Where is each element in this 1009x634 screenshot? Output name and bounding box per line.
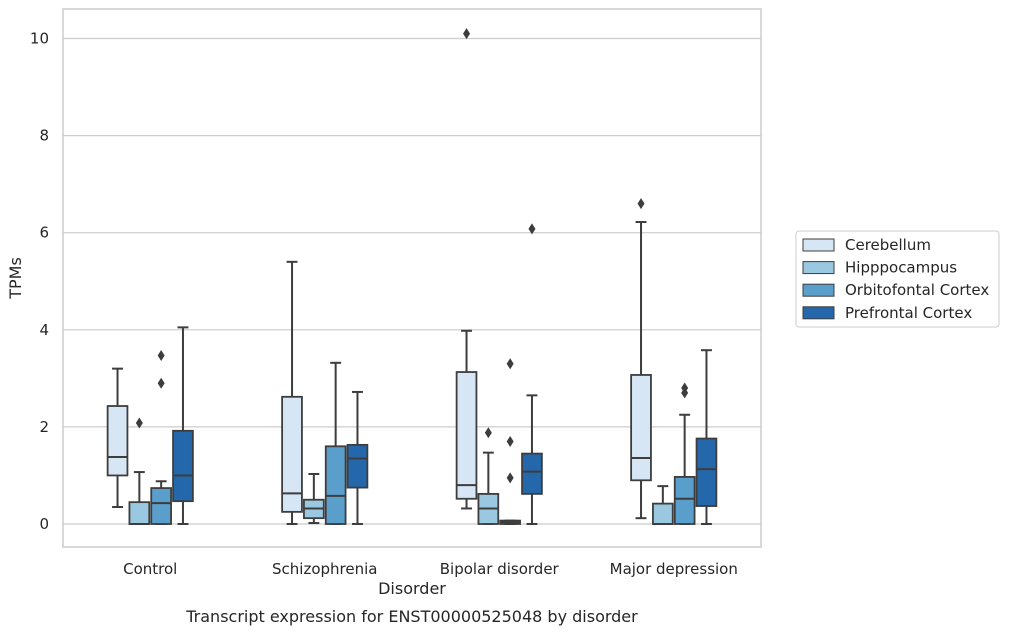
legend: Cerebellum Hipppocampus Orbitofontal Corte…	[795, 230, 1000, 328]
chart-caption: Transcript expression for ENST0000052504…	[185, 607, 638, 626]
box	[281, 260, 303, 525]
y-axis-ticks: 0 2 4 6 8 10	[30, 30, 49, 534]
legend-label: Cerebellum	[845, 236, 931, 254]
legend-label: Prefrontal Cortex	[845, 304, 972, 322]
box	[172, 326, 194, 525]
legend-swatch	[802, 306, 835, 320]
box-iqr	[281, 395, 303, 513]
box-iqr	[455, 371, 478, 500]
legend-label: Hipppocampus	[845, 259, 957, 277]
box	[695, 349, 718, 525]
box	[150, 350, 172, 525]
x-tick-label: Bipolar disorder	[440, 560, 560, 578]
outlier-point	[506, 435, 514, 447]
legend-swatch	[802, 261, 835, 275]
legend-item: Cerebellum	[802, 236, 931, 254]
box	[477, 427, 500, 525]
box	[346, 390, 369, 525]
series-prefrontal-cortex	[172, 223, 718, 525]
legend-swatch	[802, 238, 835, 252]
box-iqr	[521, 452, 543, 495]
legend-item: Orbitofontal Cortex	[802, 281, 989, 299]
outlier-point	[528, 223, 536, 235]
box	[652, 485, 674, 525]
legend-swatch	[802, 283, 835, 297]
y-tick-label: 2	[39, 418, 49, 436]
box	[324, 361, 347, 525]
box-iqr	[324, 445, 347, 525]
box	[499, 358, 521, 525]
box-iqr	[652, 502, 674, 525]
y-tick-label: 6	[39, 224, 49, 242]
box-iqr	[673, 476, 696, 525]
plot-area-frame	[62, 8, 762, 548]
x-axis-ticks: Control Schizophrenia Bipolar disorder Majo…	[123, 560, 738, 578]
y-tick-label: 0	[39, 515, 49, 533]
box-iqr	[150, 487, 172, 525]
series-cerebellum	[106, 28, 652, 525]
gridlines	[63, 37, 761, 525]
series-hipppocampus	[128, 417, 674, 525]
box-iqr	[172, 429, 194, 503]
y-tick-label: 4	[39, 321, 49, 339]
x-tick-label: Major depression	[610, 560, 738, 578]
box-iqr	[695, 437, 718, 507]
x-axis-label: Disorder	[378, 579, 446, 598]
y-tick-label: 10	[30, 30, 49, 48]
legend-item: Hipppocampus	[802, 259, 957, 277]
outlier-point	[681, 382, 689, 394]
box-iqr	[346, 443, 369, 489]
outlier-point	[463, 28, 471, 40]
x-tick-label: Control	[123, 560, 177, 578]
box-plot-series	[106, 28, 718, 525]
box-iqr	[128, 501, 151, 525]
x-tick-label: Schizophrenia	[272, 560, 377, 578]
box	[521, 223, 543, 525]
box	[455, 28, 478, 510]
legend-frame	[795, 230, 1000, 328]
legend-item: Prefrontal Cortex	[802, 304, 972, 322]
box-iqr	[106, 405, 129, 477]
legend-label: Orbitofontal Cortex	[845, 281, 989, 299]
y-tick-label: 8	[39, 127, 49, 145]
outlier-point	[135, 417, 143, 429]
box-iqr	[630, 374, 652, 482]
y-axis-label: TPMs	[6, 257, 25, 300]
box	[630, 198, 652, 520]
outlier-point	[506, 358, 514, 370]
outlier-point	[637, 198, 645, 210]
outlier-point	[157, 377, 165, 389]
series-orbitofontal-cortex	[150, 350, 696, 525]
outlier-point	[506, 472, 514, 484]
box	[128, 417, 151, 525]
box	[673, 382, 696, 525]
outlier-point	[484, 427, 492, 439]
box	[303, 472, 325, 525]
box	[106, 367, 129, 509]
outlier-point	[157, 350, 165, 362]
